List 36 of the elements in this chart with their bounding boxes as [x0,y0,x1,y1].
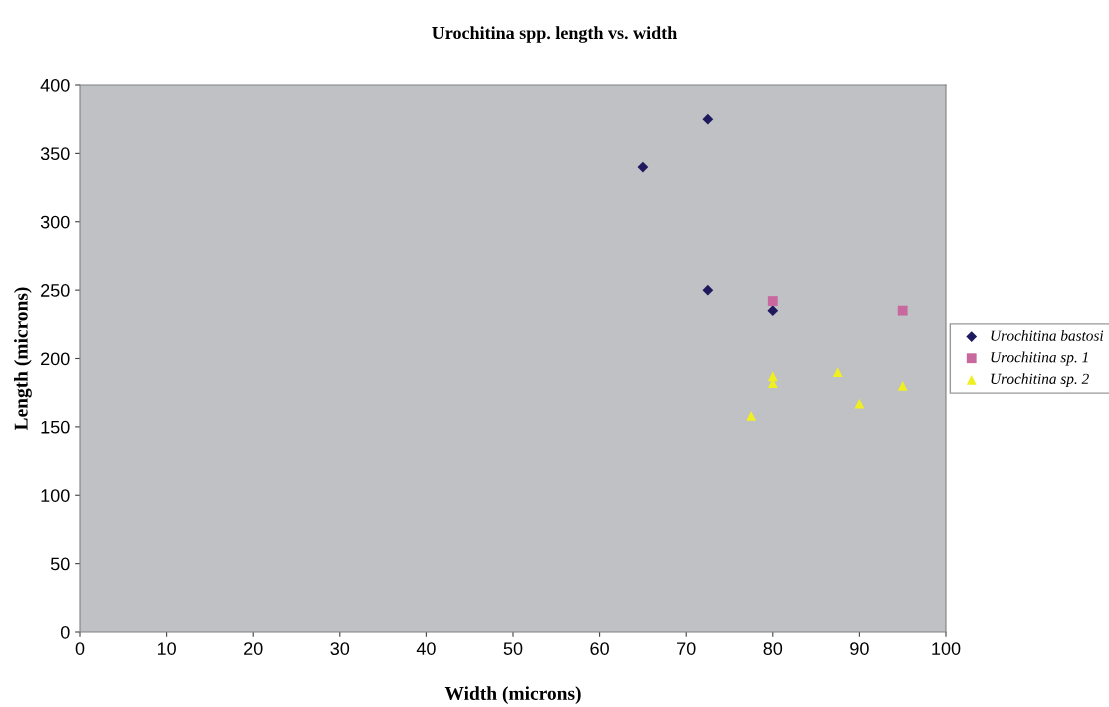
y-axis-title: Length (microns) [14,287,32,431]
point [702,113,714,125]
point [854,398,865,409]
y-tick-label: 250 [41,284,70,297]
y-tick-label: 0 [60,625,70,639]
y-tick-label: 150 [41,420,70,434]
legend-label: Urochitina sp. 1 [991,351,1088,366]
x-tick-label: 70 [677,642,696,655]
point [897,305,908,316]
x-tick-label: 40 [416,642,436,655]
legend-label: Urochitina sp. 2 [991,373,1089,388]
point [767,305,779,317]
y-tick-label: 100 [41,489,70,502]
y-tick-label: 350 [40,147,70,161]
x-tick-label: 50 [503,642,523,655]
x-tick-label: 20 [244,642,263,655]
point [832,367,843,378]
y-tick-label: 400 [40,78,70,92]
x-tick-label: 90 [850,642,869,655]
x-axis-title: Width (microns) [444,686,581,704]
x-tick-label: 0 [75,642,85,655]
chart-title: Urochitina spp. length vs. width [432,26,677,43]
point [767,296,778,306]
point [897,380,908,391]
y-tick-label: 200 [41,352,70,366]
y-tick-label: 300 [40,215,70,229]
y-tick-label: 50 [50,557,70,571]
x-tick-label: 100 [932,642,961,655]
x-tick-label: 30 [330,642,350,655]
x-tick-label: 80 [763,642,783,655]
point [746,411,757,421]
legend-label: Urochitina bastosi [991,330,1104,341]
point [637,161,649,173]
x-tick-label: 60 [590,642,609,655]
point [702,284,714,296]
x-tick-label: 10 [157,642,176,655]
